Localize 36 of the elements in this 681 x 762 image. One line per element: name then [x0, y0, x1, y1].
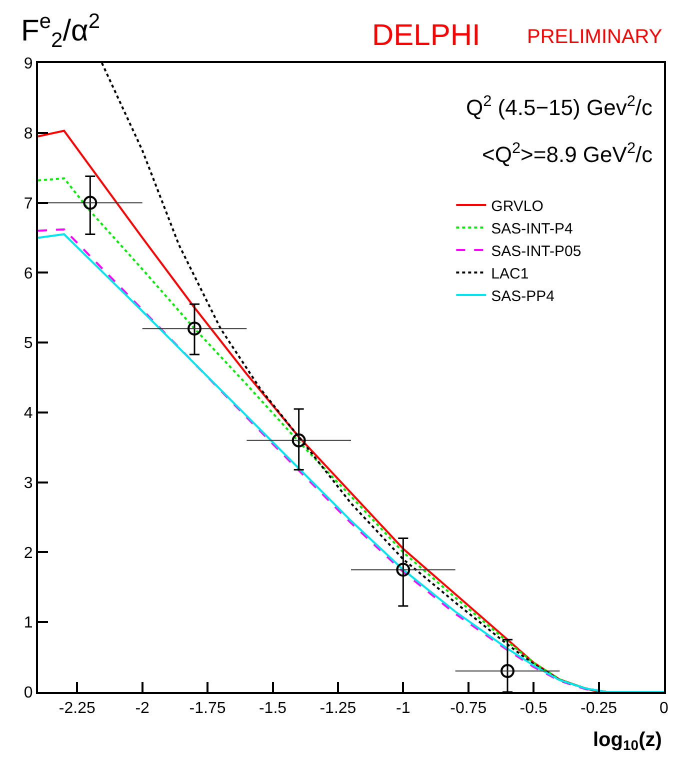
x-tick-label: -1.25 — [320, 700, 356, 718]
point — [292, 433, 306, 448]
y-tick-label: 0 — [24, 684, 33, 702]
y-tick-label: 7 — [24, 195, 33, 212]
point — [83, 196, 98, 210]
point — [500, 664, 514, 678]
chart-subtitle: PRELIMINARY — [527, 26, 662, 48]
x-tick-label: 0 — [660, 700, 669, 718]
legend-label: LAC1 — [491, 265, 529, 282]
legend-label: SAS-INT-P4 — [491, 220, 573, 238]
y-tick-label: 1 — [24, 614, 33, 632]
y-tick-label: 9 — [24, 56, 33, 73]
annotation: <Q$^{2}$>=8.9 GeV$^{2}$/c — [482, 140, 653, 168]
y-tick-label: 4 — [24, 405, 33, 422]
legend-label: SAS-PP4 — [491, 288, 555, 305]
x-tick-label: -1.5 — [258, 700, 287, 718]
y-tick-label: 8 — [24, 125, 33, 142]
y-axis-title: F$^{e}$$_{2}$/α$^{2}$ — [21, 10, 100, 52]
x-tick-label: -0.75 — [450, 700, 487, 718]
legend-label: SAS-INT-P05 — [491, 242, 582, 260]
x-axis-title: log$_{10}$(z) — [593, 729, 662, 754]
legend-label: GRVLO — [491, 198, 544, 215]
chart-title: DELPHI — [372, 19, 480, 52]
annotation: Q$^{2}$ (4.5−15) Gev$^{2}$/c — [466, 93, 653, 120]
x-tick-label: -0.5 — [520, 700, 548, 718]
x-tick-label: -2.25 — [58, 700, 96, 718]
x-tick-label: -1.75 — [189, 700, 226, 718]
y-tick-label: 3 — [24, 474, 33, 492]
y-tick-label: 6 — [24, 265, 33, 282]
x-tick-label: -2 — [135, 700, 150, 718]
point — [188, 322, 202, 336]
y-tick-label: 5 — [24, 335, 33, 352]
x-tick-label: -1 — [396, 700, 410, 718]
point — [396, 562, 410, 577]
y-tick-label: 2 — [24, 544, 33, 562]
x-tick-label: -0.25 — [580, 700, 618, 718]
